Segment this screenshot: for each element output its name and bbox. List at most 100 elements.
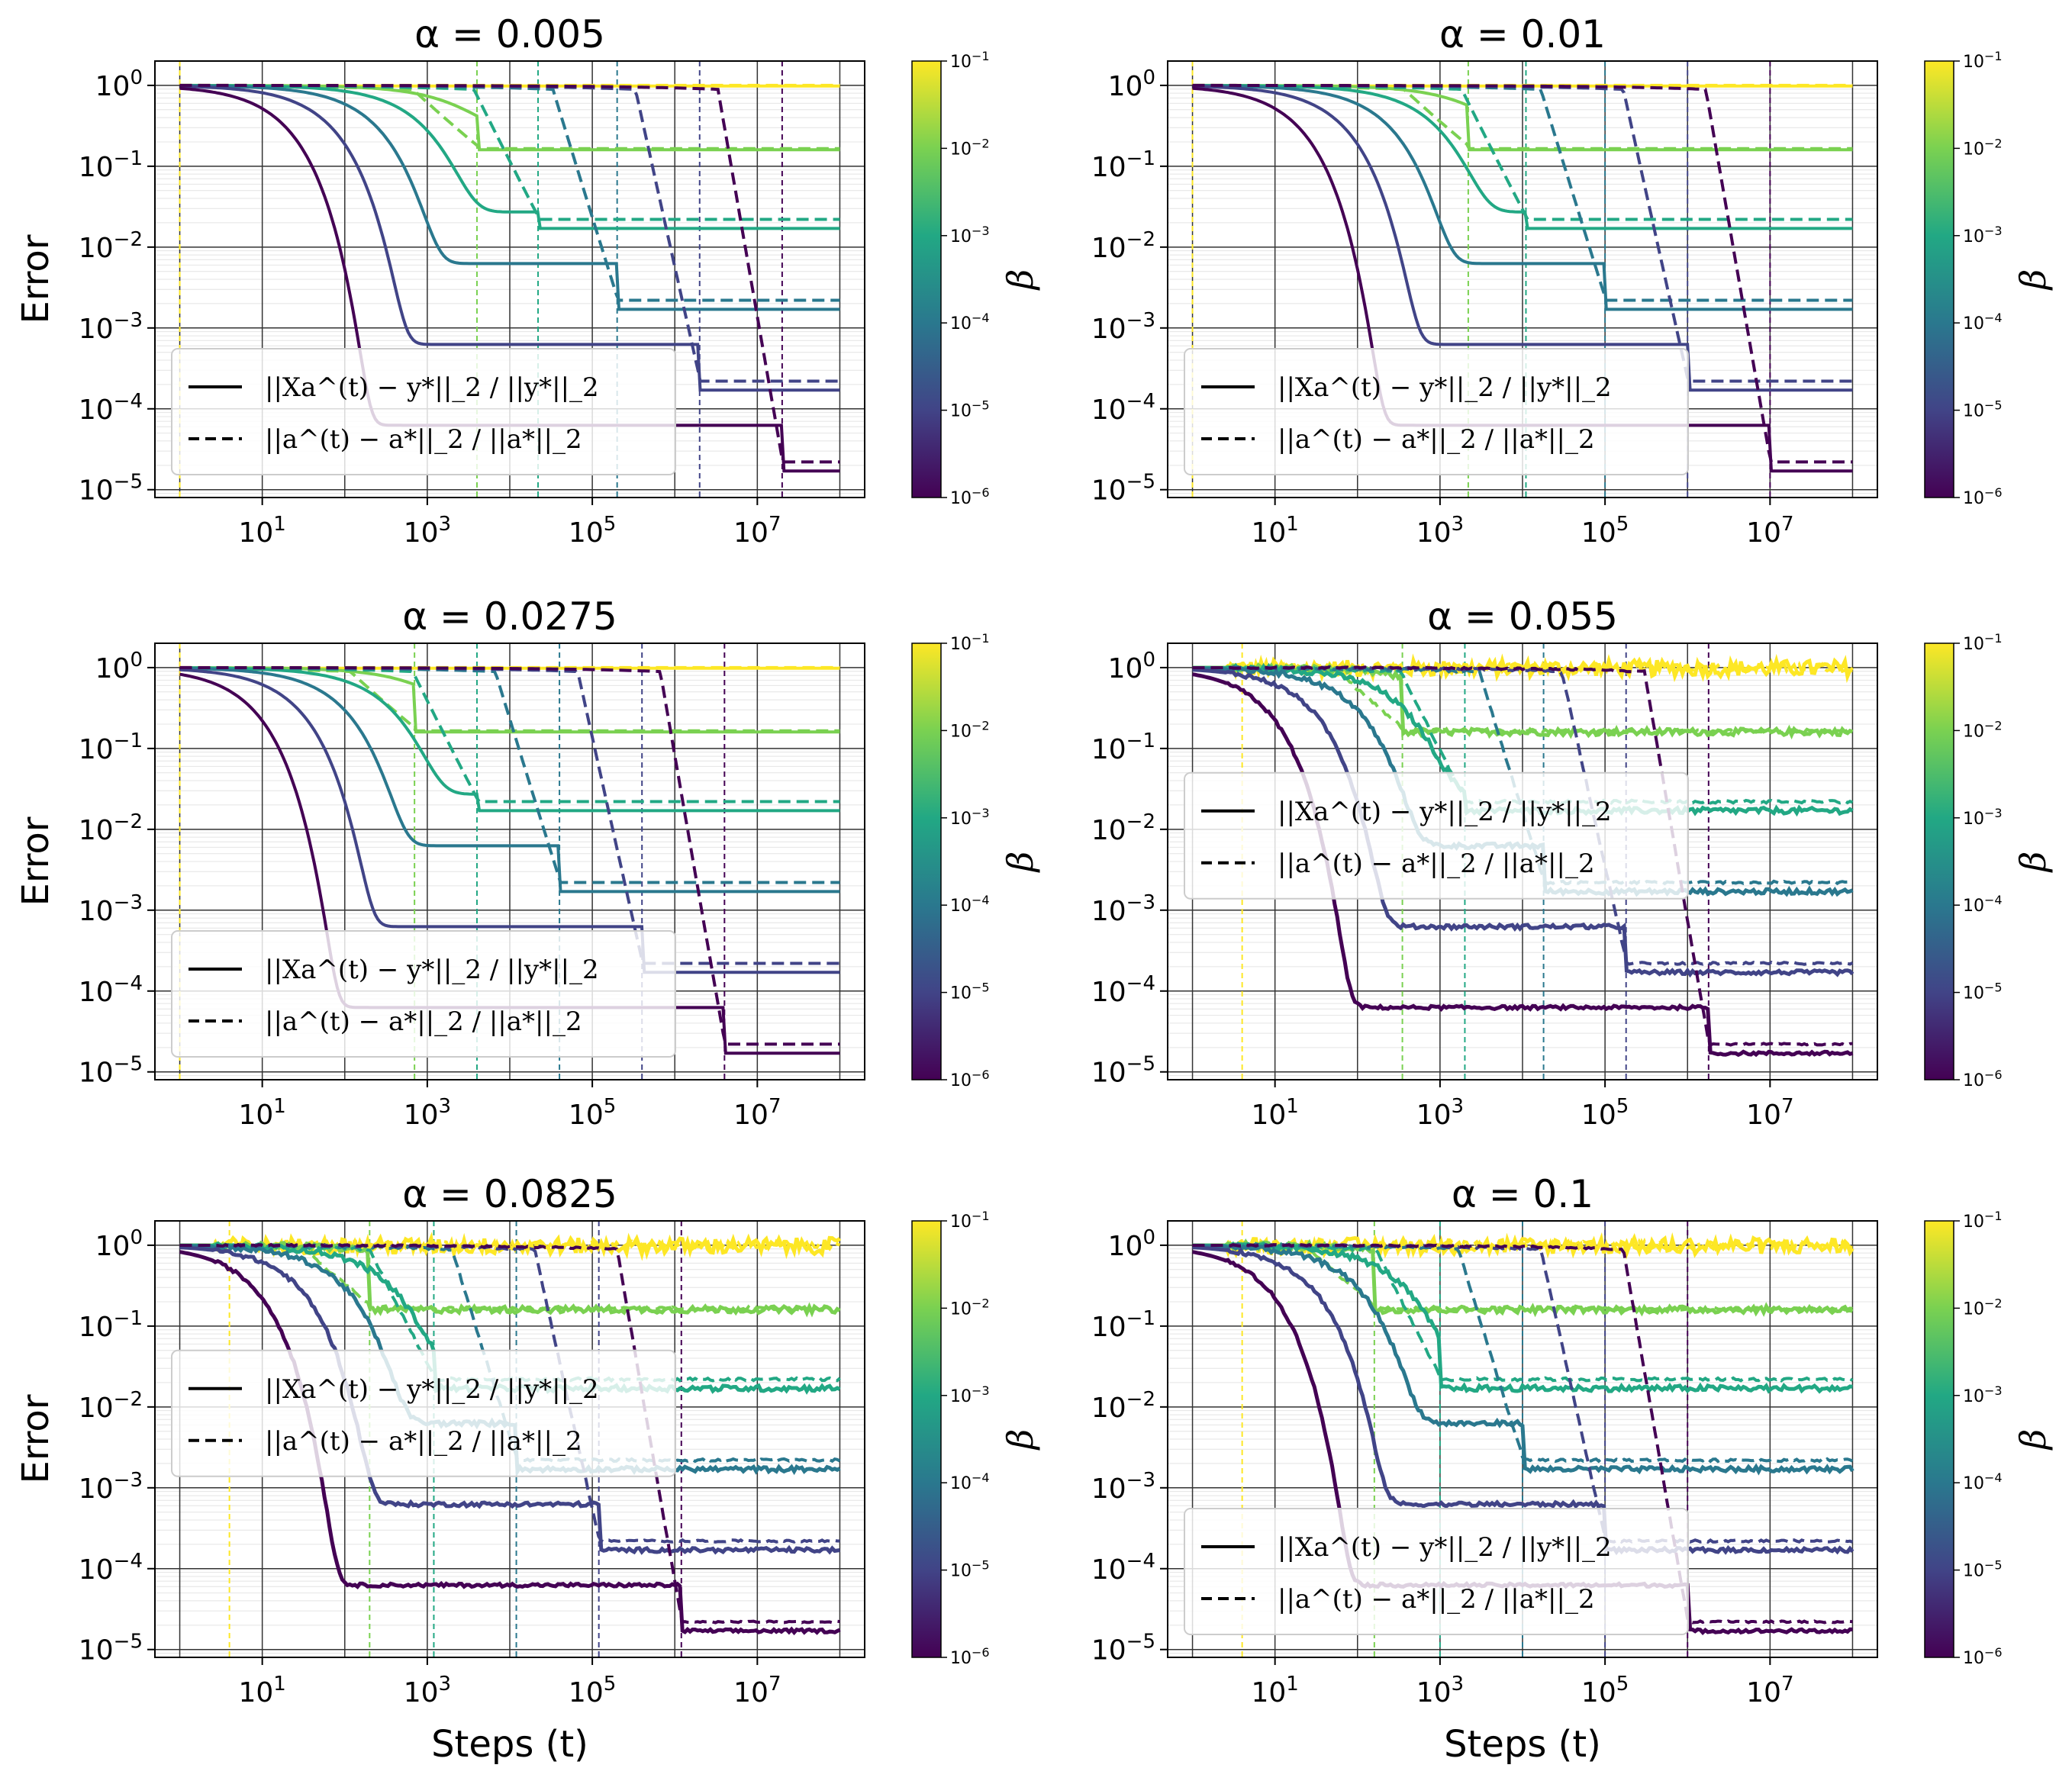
x-tick-label: 105	[1581, 513, 1629, 549]
colorbar-gradient	[911, 1220, 942, 1658]
y-tick-label: 100	[95, 1226, 143, 1262]
colorbar-tick-label: 10−3	[1963, 224, 2003, 246]
y-tick-label: 10−4	[79, 390, 143, 426]
colorbar-tick-label: 10−1	[950, 1209, 990, 1232]
y-tick-label: 10−1	[79, 147, 143, 183]
colorbar: 10−1 10−2 10−3 10−4 10−5 10−6 β	[911, 1209, 1041, 1668]
y-tick-label: 10−1	[79, 729, 143, 765]
colorbar: 10−1 10−2 10−3 10−4 10−5 10−6 β	[911, 631, 1041, 1090]
colorbar-label: β	[2012, 269, 2054, 291]
legend: ||Xa^(t) − y*||_2 / ||y*||_2 ||a^(t) − a*…	[171, 1349, 676, 1477]
legend: ||Xa^(t) − y*||_2 / ||y*||_2 ||a^(t) − a*…	[1184, 348, 1689, 475]
dashed-series-beta-5	[179, 1242, 840, 1625]
colorbar-label: β	[1000, 852, 1041, 874]
legend-solid-label: ||Xa^(t) − y*||_2 / ||y*||_2	[265, 1374, 599, 1405]
x-tick-label: 105	[1581, 1673, 1629, 1708]
solid-series-beta-4	[179, 85, 840, 392]
solid-series-beta-4	[179, 1245, 840, 1555]
y-axis-label: Error	[15, 234, 57, 324]
colorbar-tick-label: 10−6	[1963, 485, 2003, 508]
panel-4: α = 0.055 100 10−1 10−2 10−3 10−4 10−5 101 103 10…	[1091, 594, 2054, 1131]
plot-area	[179, 61, 840, 498]
panel-title: α = 0.005	[414, 12, 605, 56]
dashed-series-beta-5	[1192, 1242, 1853, 1625]
y-tick-label: 10−3	[79, 1469, 143, 1505]
y-tick-label: 100	[95, 66, 143, 102]
y-tick-label: 10−5	[1091, 1053, 1155, 1089]
panel-6: α = 0.1 100 10−1 10−2 10−3 10−4 10−5 101 103 105 1…	[1091, 1172, 2054, 1766]
colorbar-tick-label: 10−4	[1963, 311, 2003, 333]
y-tick-label: 10−2	[79, 1388, 143, 1424]
x-axis-label: Steps (t)	[431, 1723, 588, 1766]
panel-3: α = 0.0275 100 10−1 10−2 10−3 10−4 10−5 101 103 1…	[15, 594, 1041, 1131]
y-tick-label: 100	[1108, 66, 1155, 102]
colorbar-gradient	[1924, 1220, 1954, 1658]
colorbar-tick-label: 10−6	[950, 485, 990, 508]
y-axis-label: Error	[15, 1394, 57, 1483]
colorbar-tick-label: 10−2	[1963, 718, 2003, 741]
x-tick-label: 103	[1416, 513, 1464, 549]
y-tick-label: 10−2	[1091, 228, 1155, 264]
colorbar-tick-label: 10−6	[950, 1068, 990, 1090]
solid-series-beta-3	[179, 84, 840, 311]
legend-solid-label: ||Xa^(t) − y*||_2 / ||y*||_2	[265, 955, 599, 985]
x-tick-label: 101	[1251, 513, 1298, 549]
panel-2: α = 0.01 100 10−1 10−2 10−3 10−4 10−5 101 103 105…	[1091, 12, 2054, 549]
colorbar-tick-label: 10−3	[1963, 806, 2003, 829]
colorbar-tick-label: 10−5	[950, 981, 990, 1003]
x-tick-label: 101	[238, 1673, 285, 1708]
x-tick-label: 103	[1416, 1095, 1464, 1131]
legend: ||Xa^(t) − y*||_2 / ||y*||_2 ||a^(t) − a*…	[1184, 771, 1689, 900]
y-tick-label: 10−4	[1091, 1550, 1155, 1586]
x-tick-label: 101	[238, 513, 285, 549]
solid-series-beta-4	[1192, 668, 1854, 978]
x-tick-label: 107	[733, 1095, 781, 1131]
colorbar: 10−1 10−2 10−3 10−4 10−5 10−6 β	[911, 49, 1041, 508]
colorbar-tick-label: 10−2	[950, 718, 990, 741]
colorbar-tick-label: 10−3	[1963, 1383, 2003, 1406]
panel-title: α = 0.055	[1427, 594, 1618, 639]
colorbar-tick-label: 10−6	[1963, 1645, 2003, 1668]
panel-1: α = 0.005 100 10−1 10−2 10−3 10−4 10−5 101 103 10…	[15, 12, 1041, 549]
legend-dashed-label: ||a^(t) − a*||_2 / ||a*||_2	[1278, 849, 1595, 879]
dashed-series-beta-1	[179, 1243, 840, 1312]
colorbar-tick-label: 10−5	[950, 398, 990, 421]
colorbar-tick-label: 10−4	[1963, 893, 2003, 916]
y-tick-label: 10−1	[1091, 147, 1155, 183]
solid-series-beta-3	[179, 666, 840, 894]
y-tick-label: 10−3	[1091, 309, 1155, 345]
colorbar-label: β	[1000, 1429, 1041, 1451]
x-tick-label: 105	[569, 1673, 616, 1708]
colorbar-tick-label: 10−4	[950, 893, 990, 916]
colorbar-gradient	[1924, 642, 1954, 1080]
colorbar-tick-label: 10−2	[1963, 1296, 2003, 1319]
panel-title: α = 0.0825	[402, 1172, 617, 1216]
axes-frame	[154, 1220, 865, 1658]
colorbar-tick-label: 10−1	[950, 49, 990, 72]
y-tick-label: 100	[1108, 649, 1155, 684]
x-tick-label: 107	[1746, 1095, 1793, 1131]
x-tick-label: 107	[1746, 513, 1793, 549]
y-tick-label: 10−5	[79, 471, 143, 507]
panel-title: α = 0.1	[1452, 1172, 1593, 1216]
axes-frame	[154, 642, 865, 1080]
colorbar-label: β	[1000, 269, 1041, 291]
y-axis-label: Error	[15, 816, 57, 906]
x-tick-label: 107	[733, 1673, 781, 1708]
legend-dashed-label: ||a^(t) − a*||_2 / ||a*||_2	[265, 424, 582, 455]
colorbar-gradient	[1924, 60, 1954, 498]
dashed-series-beta-5	[1192, 83, 1853, 464]
colorbar-tick-label: 10−4	[950, 311, 990, 333]
legend: ||Xa^(t) − y*||_2 / ||y*||_2 ||a^(t) − a*…	[171, 930, 676, 1058]
x-tick-label: 105	[569, 1095, 616, 1131]
y-tick-label: 100	[1108, 1226, 1155, 1262]
y-tick-label: 10−3	[79, 891, 143, 927]
y-tick-label: 10−4	[1091, 972, 1155, 1008]
colorbar-gradient	[911, 642, 942, 1080]
y-tick-label: 10−2	[1091, 1388, 1155, 1424]
y-tick-label: 10−2	[1091, 810, 1155, 846]
x-tick-label: 107	[1746, 1673, 1793, 1708]
legend-dashed-label: ||a^(t) − a*||_2 / ||a*||_2	[265, 1426, 582, 1457]
dashed-series-beta-5	[179, 665, 840, 1046]
